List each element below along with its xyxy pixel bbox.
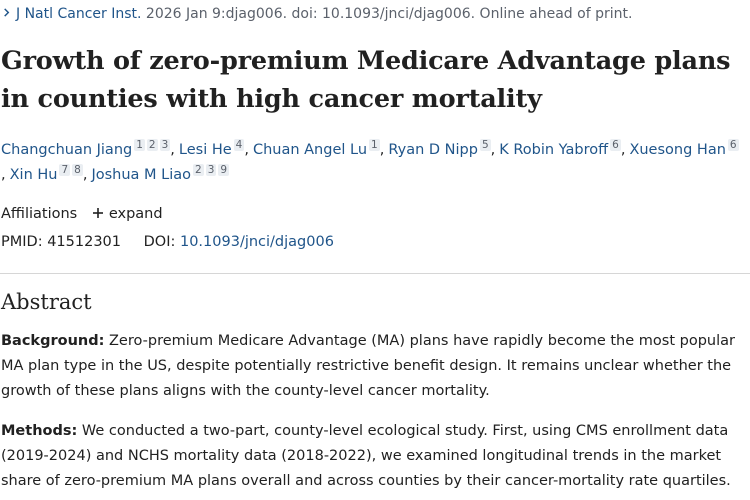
author-separator: , (379, 142, 385, 158)
affiliation-ref[interactable]: 3 (159, 139, 171, 151)
identifiers-row: PMID: 41512301 DOI: 10.1093/jnci/djag006 (1, 233, 334, 251)
author-link[interactable]: Chuan Angel Lu (252, 142, 368, 158)
author-separator: , (170, 142, 175, 158)
article-title: Growth of zero-premium Medicare Advantag… (1, 46, 731, 114)
affiliation-ref[interactable]: 8 (72, 164, 83, 176)
author-separator: , (82, 167, 88, 183)
doi-link[interactable]: 10.1093/jnci/djag006 (179, 234, 334, 250)
affiliation-ref[interactable]: 1 (134, 139, 145, 151)
citation-details: 2026 Jan 9:djag006. doi: 10.1093/jnci/dj… (145, 6, 633, 22)
author-separator: , (1, 167, 6, 183)
methods-text: We conducted a two-part, county-level ec… (1, 423, 731, 489)
affiliation-ref[interactable]: 7 (59, 164, 71, 176)
author-link[interactable]: Xin Hu (9, 167, 58, 183)
pmid-label: PMID: (1, 234, 43, 250)
author-separator: , (244, 142, 249, 158)
abstract-heading: Abstract (1, 290, 92, 314)
background-text: Zero-premium Medicare Advantage (MA) pla… (1, 333, 735, 399)
author-link[interactable]: Xuesong Han (629, 142, 726, 158)
affiliation-ref[interactable]: 6 (610, 139, 621, 151)
author-separator: , (490, 142, 496, 158)
author-separator: , (620, 142, 626, 158)
expand-label: expand (108, 206, 163, 222)
abstract-methods: Methods: We conducted a two-part, county… (1, 419, 746, 494)
affiliations-label: Affiliations (1, 206, 78, 222)
affiliations-expand-button[interactable]: expand (92, 206, 163, 222)
authors-list: Changchuan Jiang 1 2 3, Lesi He 4, Chuan Angel… (1, 138, 746, 188)
affiliation-ref[interactable]: 3 (205, 164, 217, 176)
author-link[interactable]: Changchuan Jiang (1, 142, 133, 158)
section-divider (0, 273, 750, 274)
chevron-right-icon (4, 8, 10, 17)
plus-icon (92, 208, 103, 218)
affiliations-row: Affiliations expand (1, 205, 163, 223)
doi-label: DOI: (143, 234, 176, 250)
abstract-background: Background: Zero-premium Medicare Advant… (1, 329, 746, 404)
affiliation-ref[interactable]: 9 (218, 164, 230, 176)
affiliation-ref[interactable]: 4 (233, 139, 245, 151)
affiliation-ref[interactable]: 1 (369, 139, 380, 151)
journal-link[interactable]: J Natl Cancer Inst. (16, 6, 142, 22)
methods-label: Methods: (1, 423, 78, 439)
pmid-value: 41512301 (47, 234, 122, 250)
author-link[interactable]: Ryan D Nipp (388, 142, 478, 158)
affiliation-ref[interactable]: 5 (479, 139, 491, 151)
author-link[interactable]: Lesi He (178, 142, 232, 158)
affiliation-ref[interactable]: 6 (727, 139, 739, 151)
affiliation-ref[interactable]: 2 (193, 164, 204, 176)
background-label: Background: (1, 333, 105, 349)
citation-line: J Natl Cancer Inst. 2026 Jan 9:djag006. … (2, 5, 632, 23)
author-link[interactable]: K Robin Yabroff (499, 142, 609, 158)
author-link[interactable]: Joshua M Liao (91, 167, 192, 183)
affiliation-ref[interactable]: 2 (146, 139, 158, 151)
